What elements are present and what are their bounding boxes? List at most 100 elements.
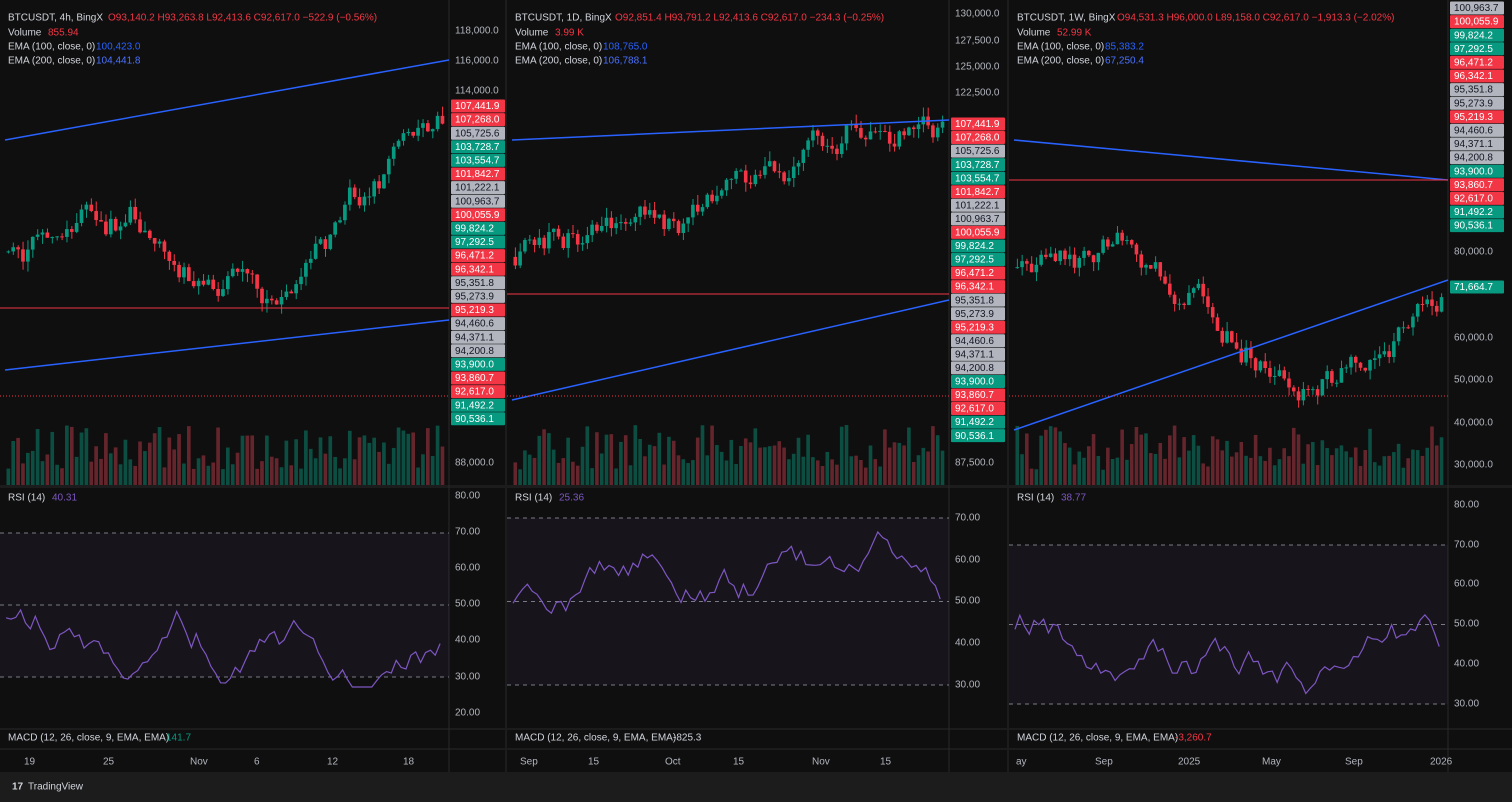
price-pane xyxy=(1009,0,1512,485)
ema200-label: EMA (200, close, 0) xyxy=(515,56,602,67)
volume-bar xyxy=(1268,447,1272,485)
ema100-value: 85,383.2 xyxy=(1105,42,1144,53)
volume-value: 52.99 K xyxy=(1057,28,1092,39)
candle-body xyxy=(108,218,113,235)
volume-bar xyxy=(1382,456,1387,485)
trendline xyxy=(4,319,450,371)
candle-body xyxy=(1053,253,1058,262)
volume-bar xyxy=(1058,431,1062,485)
price-badge-label: 94,371.1 xyxy=(455,332,494,343)
candle-body xyxy=(338,220,342,223)
price-badge-label: 90,536.1 xyxy=(955,431,994,442)
volume-label: Volume xyxy=(1017,28,1051,39)
rsi-pane xyxy=(0,488,505,728)
price-badge xyxy=(951,212,1005,226)
candle-body xyxy=(1287,378,1291,388)
price-badge-label: 100,963.7 xyxy=(955,214,1000,225)
volume-bar xyxy=(1415,450,1420,485)
volume-bar xyxy=(1287,456,1291,485)
volume-bar xyxy=(60,468,64,485)
volume-bar xyxy=(844,425,849,485)
candle-body xyxy=(604,217,609,226)
time-tick: 19 xyxy=(24,757,36,768)
candle-body xyxy=(791,166,796,178)
candle-body xyxy=(396,140,401,147)
price-badge xyxy=(951,374,1005,388)
volume-bar xyxy=(1296,434,1301,485)
volume-bar xyxy=(1363,449,1368,485)
rsi-tick: 20.00 xyxy=(455,708,480,719)
candle-body xyxy=(628,222,633,224)
volume-bar xyxy=(1153,453,1158,485)
volume-bar xyxy=(1039,435,1043,485)
volume-bar xyxy=(211,462,216,485)
brand[interactable]: TradingView xyxy=(28,782,84,793)
volume-bar xyxy=(108,453,113,485)
price-badge-label: 93,860.7 xyxy=(1454,180,1493,191)
volume-bar xyxy=(308,448,313,485)
candle-body xyxy=(1196,283,1201,289)
candle-body xyxy=(758,174,762,176)
price-badge-label: 95,351.8 xyxy=(955,295,994,306)
trendline xyxy=(4,59,450,141)
volume-bar xyxy=(815,460,820,485)
volume-bar xyxy=(638,438,642,485)
volume-bar xyxy=(338,468,342,485)
volume-bar xyxy=(1330,455,1334,485)
volume-bar xyxy=(715,445,719,485)
candle-body xyxy=(1401,327,1406,329)
price-badge xyxy=(451,153,505,167)
candle-body xyxy=(1320,379,1325,396)
price-badge-label: 105,725.6 xyxy=(955,146,1000,157)
candle-body xyxy=(743,170,748,183)
volume-bar xyxy=(739,445,743,485)
price-badge xyxy=(951,429,1005,443)
volume-value: 3.99 K xyxy=(555,28,584,39)
ohlc: O93,140.2 H93,263.8 L92,413.6 C92,617.0 … xyxy=(108,13,377,24)
volume-bar xyxy=(99,458,103,485)
price-badge xyxy=(451,357,505,371)
volume-bar xyxy=(1077,451,1082,485)
volume-bar xyxy=(561,458,566,485)
candle-body xyxy=(883,130,887,132)
candle-body xyxy=(1387,351,1391,358)
volume-bar xyxy=(411,432,416,485)
volume-bar xyxy=(1091,434,1096,485)
candle-body xyxy=(1277,370,1282,376)
candle-body xyxy=(1177,303,1182,305)
candle-body xyxy=(595,224,599,231)
symbol: BTCUSDT, 4h, BingX xyxy=(8,13,103,24)
volume-bar xyxy=(230,464,235,485)
candle-body xyxy=(113,218,118,231)
rsi-label: RSI (14) xyxy=(8,493,45,504)
candle-body xyxy=(590,224,594,236)
candle-body xyxy=(1129,240,1134,245)
volume-bar xyxy=(255,468,259,485)
candle-body xyxy=(372,181,377,197)
price-badge xyxy=(951,293,1005,307)
rsi-pane xyxy=(1009,488,1512,728)
volume-bar xyxy=(902,445,906,485)
candle-body xyxy=(911,127,916,130)
volume-bar xyxy=(1034,469,1039,485)
volume-bar xyxy=(367,442,372,485)
volume-bar xyxy=(599,453,604,485)
volume-bar xyxy=(347,430,352,485)
price-badge-label: 96,471.2 xyxy=(955,268,994,279)
candle-body xyxy=(715,195,719,202)
price-badge xyxy=(451,194,505,208)
volume-bar xyxy=(1272,465,1277,485)
candle-body xyxy=(182,267,186,278)
candle-body xyxy=(1163,276,1167,284)
price-badge xyxy=(451,99,505,113)
candle-body xyxy=(1148,265,1153,269)
candle-body xyxy=(1120,232,1124,241)
price-badge xyxy=(951,117,1005,131)
candle-body xyxy=(892,143,897,147)
candle-body xyxy=(279,297,284,305)
candle-body xyxy=(1249,347,1253,359)
time-tick: 18 xyxy=(403,757,415,768)
macd-label: MACD (12, 26, close, 9, EMA, EMA) xyxy=(8,733,169,744)
volume-bar xyxy=(763,447,767,485)
volume-bar xyxy=(1306,444,1310,485)
